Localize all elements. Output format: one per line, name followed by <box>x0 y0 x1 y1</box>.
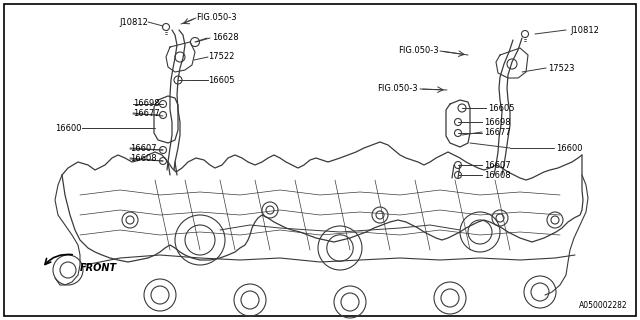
Text: FIG.050-3: FIG.050-3 <box>377 84 418 92</box>
Text: 17522: 17522 <box>208 52 234 60</box>
Text: FIG.050-3: FIG.050-3 <box>398 45 438 54</box>
Text: 16600: 16600 <box>556 143 582 153</box>
Text: 16677: 16677 <box>484 127 511 137</box>
Text: J10812: J10812 <box>570 26 599 35</box>
Text: FRONT: FRONT <box>80 263 117 273</box>
Text: A050002282: A050002282 <box>579 301 628 310</box>
Text: 16628: 16628 <box>212 33 239 42</box>
Text: FIG.050-3: FIG.050-3 <box>196 12 237 21</box>
Text: J10812: J10812 <box>119 18 148 27</box>
Text: 16607: 16607 <box>484 161 511 170</box>
Text: 16600: 16600 <box>56 124 82 132</box>
Text: 16605: 16605 <box>488 103 515 113</box>
Text: 16605: 16605 <box>208 76 234 84</box>
Text: 16608: 16608 <box>484 171 511 180</box>
Text: 16677: 16677 <box>133 108 160 117</box>
Text: 16698: 16698 <box>484 117 511 126</box>
Text: 16608: 16608 <box>130 154 157 163</box>
Text: 17523: 17523 <box>548 63 575 73</box>
Text: 16607: 16607 <box>130 143 157 153</box>
Text: 16698: 16698 <box>133 99 159 108</box>
